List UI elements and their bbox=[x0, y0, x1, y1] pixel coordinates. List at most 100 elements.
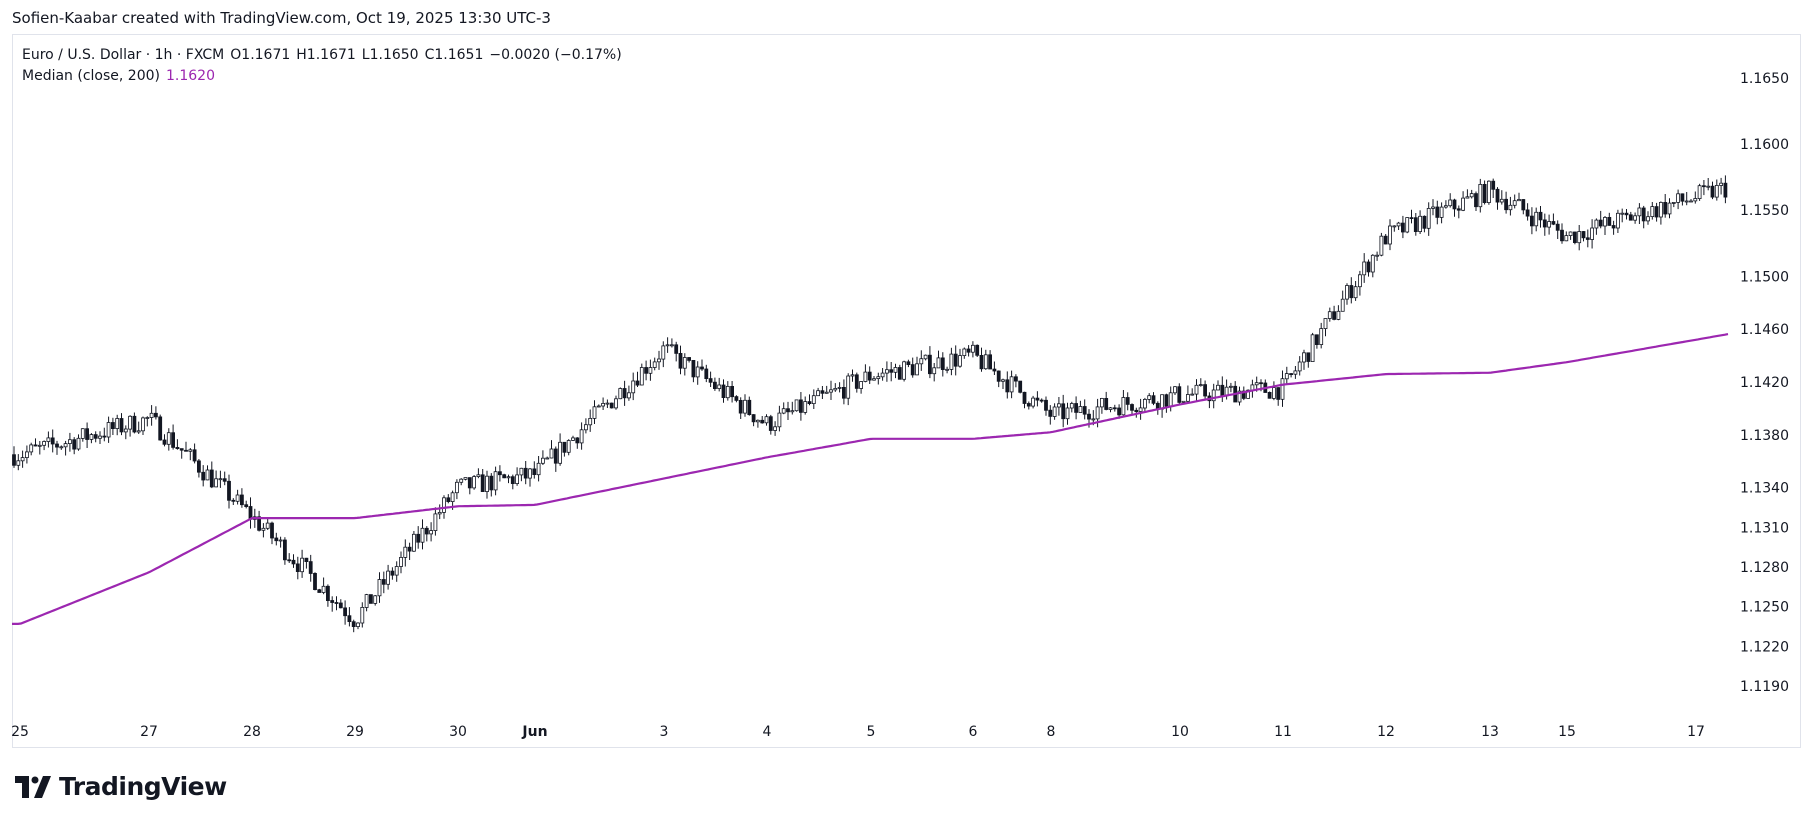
candle-body bbox=[541, 457, 545, 464]
candle-body bbox=[760, 419, 765, 424]
candle-body bbox=[485, 475, 489, 493]
candle bbox=[313, 572, 317, 591]
candle-body bbox=[1422, 215, 1427, 229]
candle-body bbox=[278, 539, 283, 542]
symbol-name[interactable]: Euro / U.S. Dollar · 1h · FXCM bbox=[22, 47, 225, 63]
candle-body bbox=[506, 476, 511, 479]
candle-body bbox=[1680, 193, 1685, 202]
candle bbox=[1233, 381, 1238, 403]
candle bbox=[76, 434, 81, 451]
candle bbox=[919, 350, 924, 371]
candle bbox=[381, 571, 386, 594]
candle bbox=[472, 475, 477, 490]
candle bbox=[627, 385, 631, 401]
candle bbox=[1074, 396, 1078, 420]
candle bbox=[386, 564, 391, 590]
candle bbox=[1332, 305, 1336, 321]
candle-body bbox=[1031, 397, 1035, 407]
candle bbox=[399, 551, 403, 574]
candle-body bbox=[962, 348, 967, 356]
candle-body bbox=[936, 357, 941, 369]
candle bbox=[1026, 401, 1031, 410]
candle bbox=[1237, 386, 1242, 406]
candle-body bbox=[867, 371, 872, 381]
candle bbox=[1504, 191, 1508, 214]
candle bbox=[1349, 277, 1354, 304]
indicator-name[interactable]: Median (close, 200) bbox=[22, 68, 160, 84]
candle-body bbox=[1319, 328, 1324, 346]
candle bbox=[579, 422, 584, 450]
candle bbox=[949, 347, 954, 376]
candle bbox=[295, 556, 300, 580]
candle-body bbox=[1719, 182, 1723, 186]
price-chart[interactable]: 1.1650 1.1600 1.1550 1.1500 1.1460 1.1420 1.13… bbox=[0, 0, 1814, 760]
tradingview-icon bbox=[15, 775, 51, 798]
candle-body bbox=[614, 398, 618, 409]
candle-body bbox=[184, 449, 188, 452]
candle bbox=[291, 554, 296, 568]
candle bbox=[1143, 397, 1147, 412]
candle bbox=[1173, 386, 1177, 395]
candle bbox=[704, 364, 709, 383]
candle bbox=[1641, 205, 1646, 229]
candle-body bbox=[1048, 409, 1053, 417]
candle-body bbox=[1237, 390, 1242, 403]
candle bbox=[803, 396, 808, 415]
candle-body bbox=[123, 428, 128, 433]
candle bbox=[786, 401, 790, 420]
candle-body bbox=[1306, 352, 1311, 362]
candle bbox=[1521, 199, 1526, 215]
candle-body bbox=[136, 430, 141, 433]
candle bbox=[811, 389, 816, 409]
candle-body bbox=[932, 367, 937, 375]
candle bbox=[502, 473, 507, 479]
candle-body bbox=[1190, 393, 1195, 396]
candle bbox=[558, 433, 562, 466]
candle-body bbox=[609, 402, 614, 409]
candle-body bbox=[1297, 361, 1302, 372]
candle bbox=[1345, 283, 1349, 305]
candle-body bbox=[1517, 199, 1521, 202]
candle-body bbox=[282, 539, 287, 561]
indicator-value: 1.1620 bbox=[165, 68, 215, 84]
candle-body bbox=[859, 381, 863, 389]
candle bbox=[966, 345, 971, 357]
candle-body bbox=[863, 371, 868, 382]
candle-body bbox=[850, 374, 855, 377]
candle bbox=[1022, 391, 1027, 409]
candle-body bbox=[1413, 217, 1418, 232]
candle bbox=[1250, 379, 1255, 398]
candle-body bbox=[1280, 378, 1285, 400]
candle-body bbox=[416, 533, 421, 543]
candle-body bbox=[1100, 397, 1104, 408]
tradingview-logo[interactable]: TradingView bbox=[15, 772, 227, 801]
candle-body bbox=[1203, 384, 1207, 397]
y-tick-label: 1.1190 bbox=[1740, 679, 1789, 695]
candle-body bbox=[1585, 237, 1590, 240]
candle-body bbox=[627, 392, 631, 399]
candle-body bbox=[1082, 406, 1087, 415]
candle-body bbox=[1689, 200, 1693, 203]
candle-body bbox=[885, 369, 889, 374]
candle bbox=[605, 399, 610, 408]
candle-body bbox=[433, 513, 438, 532]
candle bbox=[300, 549, 305, 578]
close-value: C1.1651 bbox=[424, 47, 484, 63]
candle bbox=[700, 359, 704, 371]
candle bbox=[403, 539, 408, 567]
candle-body bbox=[846, 375, 851, 399]
candle-body bbox=[1009, 376, 1014, 393]
candle-body bbox=[958, 355, 962, 367]
candle bbox=[738, 397, 743, 419]
candle bbox=[833, 383, 838, 392]
candle bbox=[519, 467, 524, 482]
candle-body bbox=[459, 478, 464, 483]
candle-body bbox=[1659, 201, 1663, 218]
candle bbox=[12, 446, 16, 468]
candle bbox=[1160, 394, 1164, 418]
candle bbox=[717, 377, 722, 392]
candle-body bbox=[1078, 406, 1083, 413]
candle-body bbox=[1349, 285, 1354, 299]
candle bbox=[80, 428, 85, 442]
candle-body bbox=[1134, 409, 1139, 412]
